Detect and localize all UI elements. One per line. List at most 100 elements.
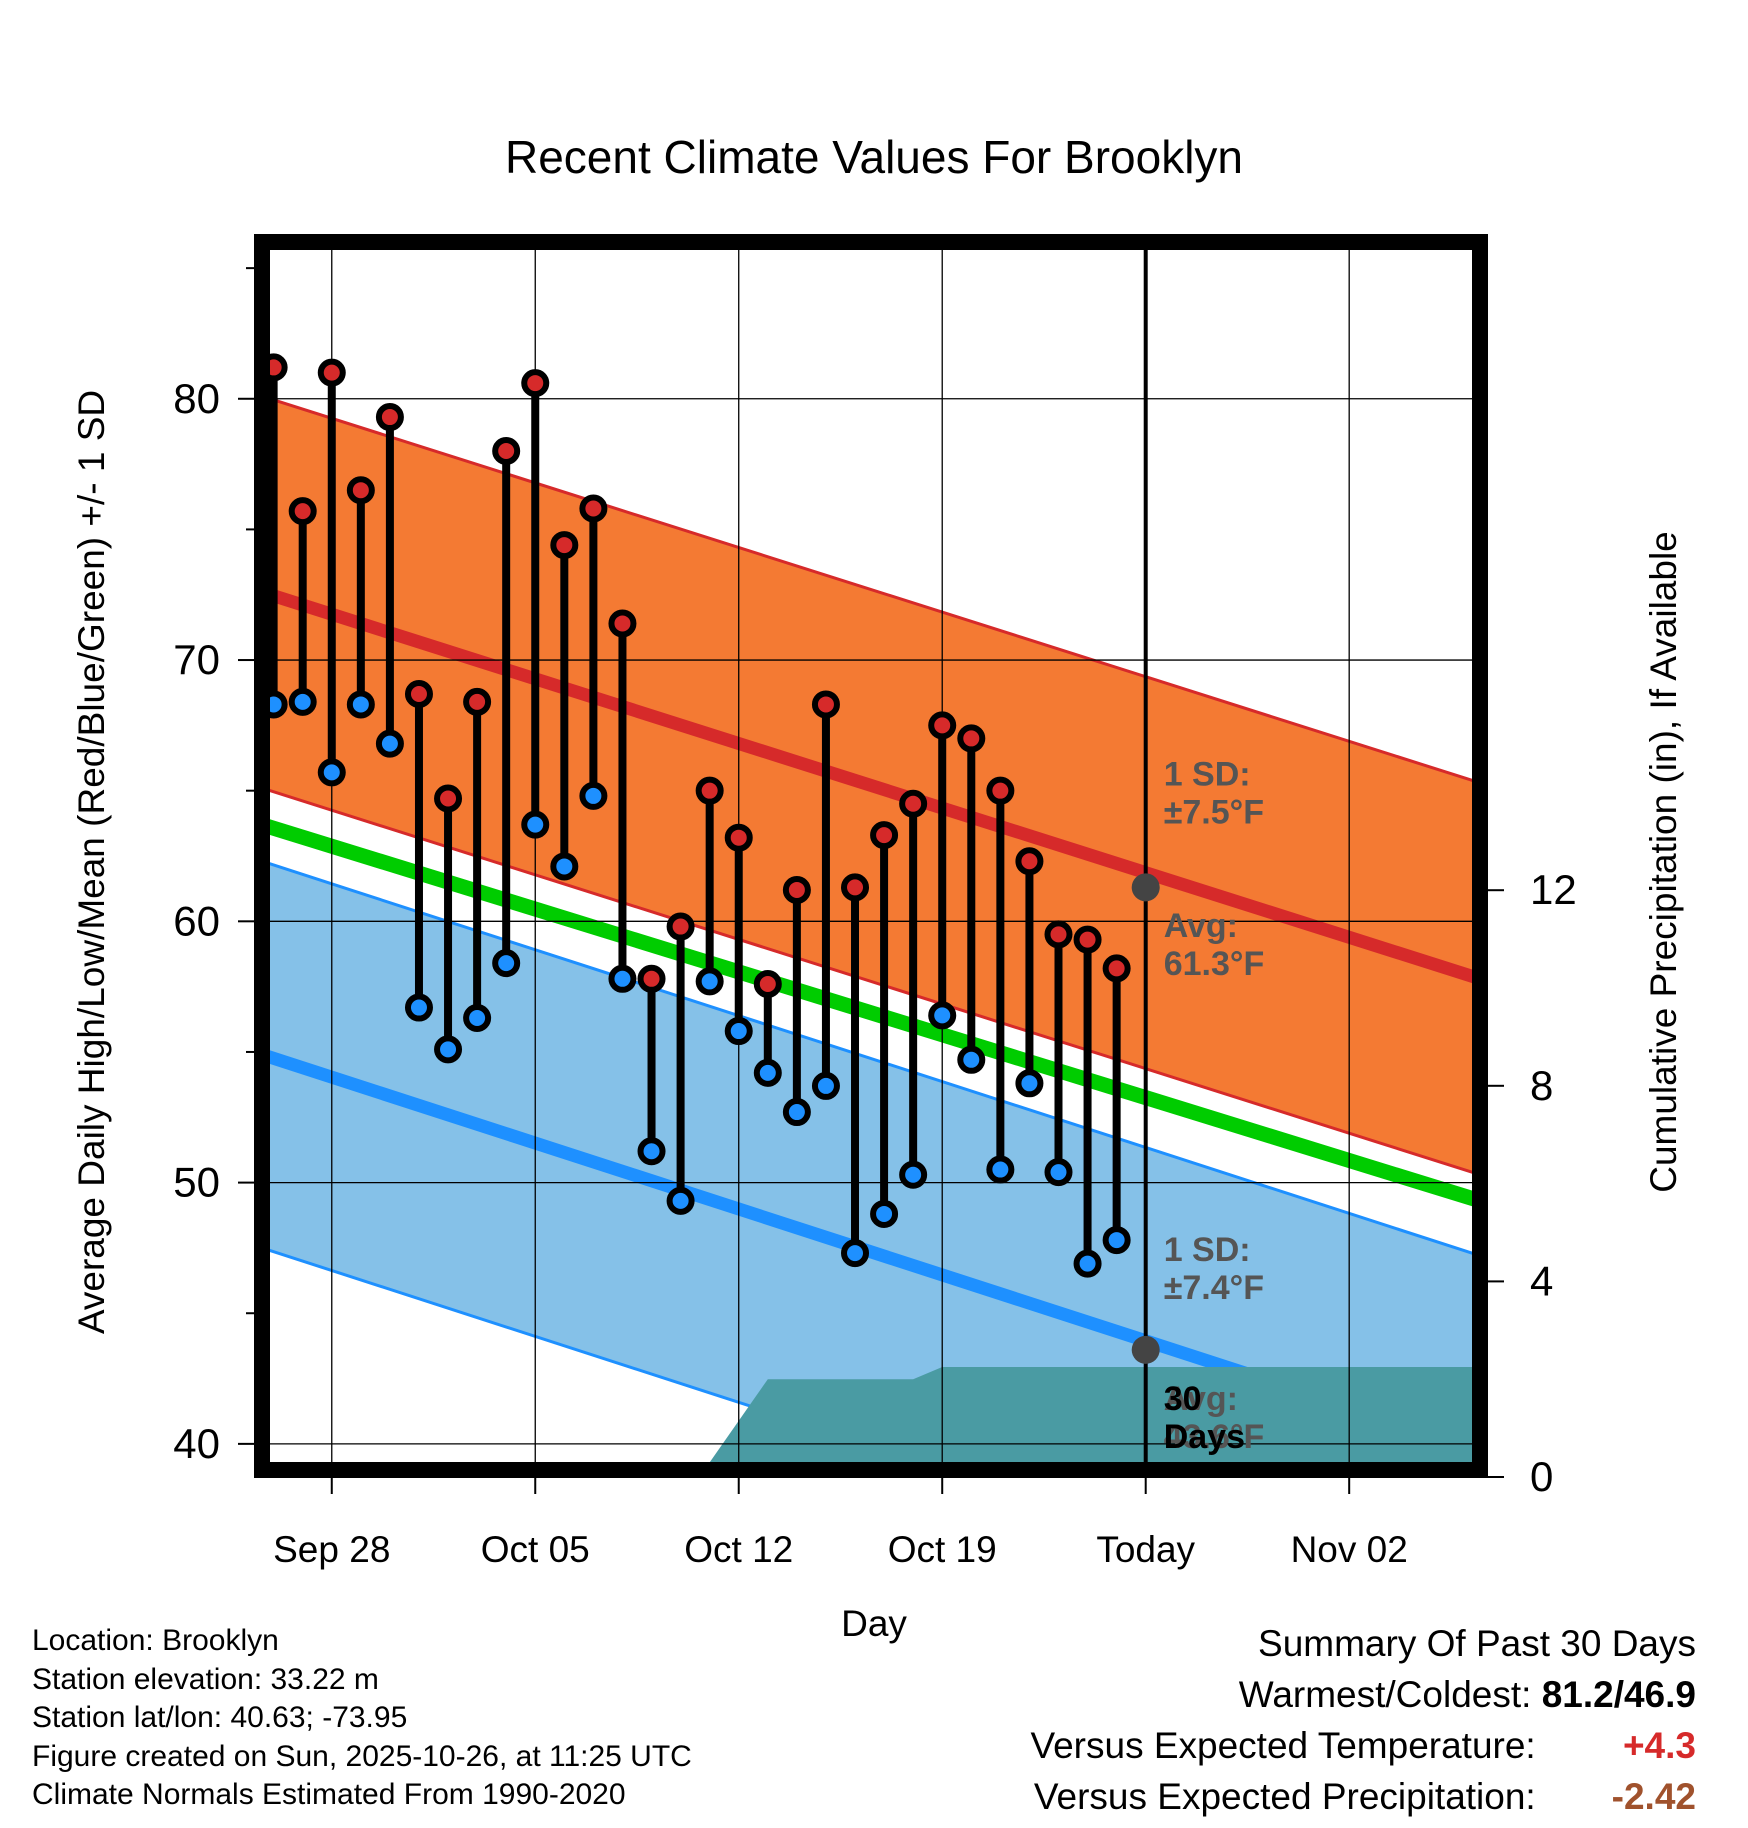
days-annotation-line: Days xyxy=(1164,1418,1245,1456)
low-avg-annotation: Avg: 43.6°F xyxy=(1164,1380,1265,1456)
temp-value: +4.3 xyxy=(1622,1725,1696,1766)
daily-high-point xyxy=(637,964,666,993)
high-sd-annotation-line: ±7.5°F xyxy=(1164,793,1264,831)
daily-low-point xyxy=(870,1199,899,1228)
low-normal-upper-sd-line xyxy=(262,859,1480,1258)
daily-high-point xyxy=(521,369,550,398)
daily-high-point xyxy=(1015,847,1044,876)
precip-label: Versus Expected Precipitation: xyxy=(1033,1776,1536,1817)
low-avg-annotation-line: Avg: xyxy=(1164,1380,1238,1418)
daily-low-point xyxy=(811,1071,840,1100)
daily-high-point xyxy=(608,609,637,638)
daily-high-point xyxy=(492,437,521,466)
daily-high-point xyxy=(288,497,317,526)
daily-low-point xyxy=(637,1137,666,1166)
summary-title: Summary Of Past 30 Days xyxy=(1258,1623,1696,1664)
precip-value: -2.42 xyxy=(1611,1776,1696,1817)
y-right-tick-label: 8 xyxy=(1530,1062,1553,1109)
daily-low-point xyxy=(724,1017,753,1046)
chart-title: Recent Climate Values For Brooklyn xyxy=(505,131,1243,183)
x-tick-label: Oct 19 xyxy=(888,1529,997,1570)
normal-mean-line xyxy=(262,817,1480,1209)
daily-high-point xyxy=(550,531,579,560)
y-right-tick-label: 0 xyxy=(1530,1453,1553,1500)
y-right-tick-label: 4 xyxy=(1530,1257,1553,1304)
x-tick-label: Oct 05 xyxy=(481,1529,590,1570)
daily-high-point xyxy=(434,784,463,813)
high-normal-upper-sd-line xyxy=(262,394,1480,785)
y-axis-right-label: Cumulative Precipitation (in), If Availa… xyxy=(1643,531,1684,1193)
x-tick-label: Oct 12 xyxy=(684,1529,793,1570)
daily-high-point xyxy=(811,690,840,719)
high-avg-annotation-line: 61.3°F xyxy=(1164,945,1265,983)
daily-low-point xyxy=(695,967,724,996)
daily-low-point xyxy=(404,993,433,1022)
daily-high-point xyxy=(463,687,492,716)
y-right-tick-label: 12 xyxy=(1530,866,1577,913)
daily-high-point xyxy=(666,912,695,941)
low-sd-annotation-line: 1 SD: xyxy=(1164,1231,1251,1269)
daily-low-point xyxy=(957,1045,986,1074)
daily-low-point xyxy=(928,1001,957,1030)
daily-low-point xyxy=(346,690,375,719)
latlon-text: Station lat/lon: 40.63; -73.95 xyxy=(32,1701,408,1734)
normal-high-line xyxy=(262,585,1480,985)
daily-low-point xyxy=(550,852,579,881)
daily-high-point xyxy=(579,494,608,523)
high-sd-annotation-line: 1 SD: xyxy=(1164,755,1251,793)
plot-frame xyxy=(254,234,1488,1478)
daily-low-point xyxy=(753,1058,782,1087)
x-tick-label: Sep 28 xyxy=(273,1529,390,1570)
low-normal-band xyxy=(262,861,1480,1470)
daily-low-point xyxy=(463,1003,492,1032)
daily-high-point xyxy=(1044,920,1073,949)
y-tick-label: 40 xyxy=(173,1420,220,1467)
temp-label: Versus Expected Temperature: xyxy=(1030,1725,1536,1766)
y-tick-label: 70 xyxy=(173,636,220,683)
summary-precip-row: Versus Expected Precipitation: -2.42 xyxy=(796,1771,1696,1822)
daily-low-point xyxy=(1044,1158,1073,1187)
daily-low-point xyxy=(782,1098,811,1127)
low-sd-annotation-line: ±7.4°F xyxy=(1164,1269,1264,1307)
daily-low-point xyxy=(579,781,608,810)
y-tick-label: 50 xyxy=(173,1159,220,1206)
created-text: Figure created on Sun, 2025-10-26, at 11… xyxy=(32,1739,692,1773)
daily-high-point xyxy=(346,476,375,505)
daily-low-point xyxy=(434,1035,463,1064)
x-tick-label: Today xyxy=(1096,1529,1195,1570)
daily-high-point xyxy=(724,823,753,852)
daily-low-point xyxy=(1015,1069,1044,1098)
daily-high-point xyxy=(899,789,928,818)
daily-high-point xyxy=(404,680,433,709)
daily-low-point xyxy=(986,1155,1015,1184)
low-sd-annotation: 1 SD: ±7.4°F xyxy=(1164,1231,1264,1307)
summary-panel: Summary Of Past 30 Days Warmest/Coldest:… xyxy=(796,1618,1696,1822)
daily-high-point xyxy=(753,970,782,999)
daily-high-point xyxy=(870,821,899,850)
days-annotation-line: 30 xyxy=(1164,1380,1202,1418)
daily-high-point xyxy=(317,358,346,387)
today-high-marker xyxy=(1131,873,1160,902)
daily-low-point xyxy=(666,1186,695,1215)
high-sd-annotation: 1 SD: ±7.5°F xyxy=(1164,755,1264,831)
low-avg-annotation-line: 43.6°F xyxy=(1164,1418,1265,1456)
summary-temp-row: Versus Expected Temperature: +4.3 xyxy=(796,1720,1696,1771)
daily-high-point xyxy=(1102,954,1131,983)
daily-low-point xyxy=(521,810,550,839)
location-text: Location: Brooklyn xyxy=(32,1624,279,1657)
x-tick-label: Nov 02 xyxy=(1291,1529,1408,1570)
daily-low-point xyxy=(492,949,521,978)
warmest-label: Warmest/Coldest: xyxy=(1238,1674,1532,1715)
daily-low-point xyxy=(288,687,317,716)
daily-high-point xyxy=(695,776,724,805)
daily-low-point xyxy=(1073,1249,1102,1278)
daily-high-point xyxy=(375,403,404,432)
daily-low-point xyxy=(608,964,637,993)
daily-high-point xyxy=(957,724,986,753)
daily-high-point xyxy=(1073,925,1102,954)
high-avg-annotation-line: Avg: xyxy=(1164,907,1238,945)
daily-low-point xyxy=(1102,1226,1131,1255)
elevation-text: Station elevation: 33.22 m xyxy=(32,1662,379,1696)
